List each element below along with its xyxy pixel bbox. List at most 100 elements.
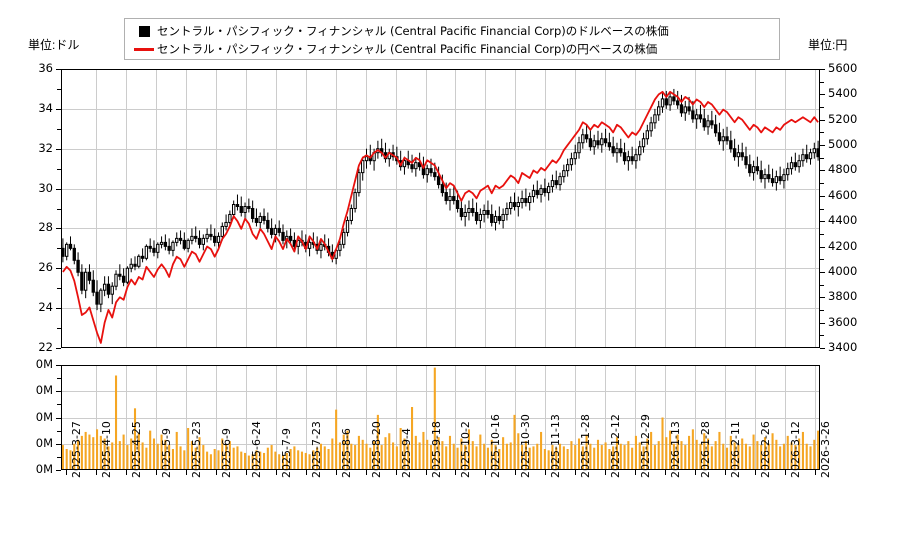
- left-axis-tick: [56, 228, 61, 229]
- x-axis-tick: [515, 470, 516, 475]
- left-axis-minor-tick: [57, 209, 61, 210]
- x-axis-tick-label: 2025-4-10: [99, 421, 113, 478]
- right-axis-tick-label: 5600: [828, 61, 858, 75]
- left-axis-tick: [56, 69, 61, 70]
- right-axis-tick-label: 4000: [828, 263, 858, 278]
- legend-entry-yen: セントラル・パシフィック・フィナンシャル (Central Pacific Fi…: [131, 40, 773, 58]
- right-axis-minor-tick: [820, 335, 824, 336]
- x-axis-tick: [276, 470, 277, 475]
- x-axis-tick: [186, 470, 187, 475]
- right-axis-tick: [820, 247, 825, 248]
- x-axis-tick-label: 2025-6-9: [219, 428, 233, 478]
- x-axis-tick: [216, 470, 217, 475]
- volume-series-svg: [61, 365, 820, 470]
- left-axis-tick-label: 22: [38, 340, 53, 354]
- x-axis-tick: [156, 470, 157, 475]
- right-axis-minor-tick: [820, 285, 824, 286]
- left-axis-minor-tick: [57, 89, 61, 90]
- right-axis-tick: [820, 221, 825, 222]
- x-axis-tick-label: 2026-1-13: [669, 421, 683, 478]
- left-axis-tick-label: 26: [38, 260, 53, 275]
- x-axis-tick: [96, 470, 97, 475]
- right-axis-tick-label: 3400: [828, 340, 858, 354]
- left-axis-tick: [56, 189, 61, 190]
- x-axis-tick: [66, 470, 67, 475]
- right-axis-minor-tick: [820, 259, 824, 260]
- x-axis-tick-label: 2025-7-23: [309, 421, 323, 478]
- right-axis-tick-label: 3600: [828, 314, 858, 329]
- x-axis-tick-label: 2025-11-13: [549, 414, 563, 478]
- left-axis-tick-label: 34: [38, 100, 53, 115]
- x-axis-tick: [815, 470, 816, 475]
- x-axis-tick-label: 2026-2-26: [759, 421, 773, 478]
- left-axis-minor-tick: [57, 169, 61, 170]
- x-axis-tick: [396, 470, 397, 475]
- x-axis-tick: [665, 470, 666, 475]
- volume-axis-tick-label: 0M: [35, 462, 53, 476]
- x-axis-tick: [605, 470, 606, 475]
- volume-axis-tick-label: 0M: [35, 409, 53, 424]
- right-axis-minor-tick: [820, 82, 824, 83]
- volume-axis-minor-tick: [57, 378, 61, 379]
- x-axis-tick-label: 2025-5-9: [159, 428, 173, 478]
- price-plot-area: [61, 69, 820, 348]
- left-axis-tick: [56, 149, 61, 150]
- volume-axis-tick-label: 0M: [35, 357, 53, 371]
- volume-axis-tick-label: 0M: [35, 435, 53, 450]
- legend-label-yen: セントラル・パシフィック・フィナンシャル (Central Pacific Fi…: [157, 42, 658, 56]
- right-axis-unit-label: 単位:円: [808, 38, 848, 52]
- left-axis-tick-label: 24: [38, 300, 53, 315]
- x-axis-tick-label: 2025-8-6: [339, 428, 353, 478]
- volume-axis-tick: [56, 391, 61, 392]
- x-axis-tick-label: 2025-12-12: [609, 414, 623, 478]
- left-axis-tick-label: 28: [38, 220, 53, 235]
- volume-axis-tick: [56, 444, 61, 445]
- right-axis-tick: [820, 120, 825, 121]
- x-axis-tick: [455, 470, 456, 475]
- legend-label-dollar: セントラル・パシフィック・フィナンシャル (Central Pacific Fi…: [157, 24, 669, 38]
- left-axis-tick-label: 32: [38, 140, 53, 155]
- candlestick-square-icon: [131, 25, 157, 37]
- right-axis-tick: [820, 348, 825, 349]
- right-axis-tick-label: 5000: [828, 137, 858, 152]
- right-axis-tick: [820, 170, 825, 171]
- x-axis-tick-label: 2025-12-29: [639, 414, 653, 478]
- left-axis-tick-label: 36: [38, 61, 53, 75]
- x-axis-tick: [545, 470, 546, 475]
- x-axis-tick-label: 2025-10-16: [489, 414, 503, 478]
- volume-axis-tick-label: 0M: [35, 383, 53, 398]
- right-axis-tick-label: 4800: [828, 162, 858, 177]
- x-axis-tick-label: 2025-9-18: [429, 421, 443, 478]
- volume-axis-tick: [56, 365, 61, 366]
- right-axis-minor-tick: [820, 234, 824, 235]
- right-axis-tick: [820, 69, 825, 70]
- right-axis-tick: [820, 94, 825, 95]
- x-axis-tick: [635, 470, 636, 475]
- x-axis-tick-label: 2026-3-12: [789, 421, 803, 478]
- right-axis-tick-label: 4400: [828, 213, 858, 228]
- x-axis-tick: [366, 470, 367, 475]
- x-axis-tick-label: 2026-1-28: [699, 421, 713, 478]
- legend-entry-dollar: セントラル・パシフィック・フィナンシャル (Central Pacific Fi…: [131, 22, 773, 40]
- volume-axis-minor-tick: [57, 431, 61, 432]
- price-series-svg: [61, 69, 820, 348]
- left-axis-minor-tick: [57, 248, 61, 249]
- left-axis-tick: [56, 109, 61, 110]
- left-axis-minor-tick: [57, 129, 61, 130]
- left-axis-unit-label: 単位:ドル: [28, 38, 80, 52]
- volume-axis-tick: [56, 418, 61, 419]
- x-axis-tick-label: 2025-9-4: [399, 428, 413, 478]
- left-axis-tick: [56, 348, 61, 349]
- volume-axis-tick: [56, 470, 61, 471]
- x-axis-tick: [755, 470, 756, 475]
- x-axis-tick-label: 2025-4-25: [129, 421, 143, 478]
- right-axis-minor-tick: [820, 107, 824, 108]
- left-axis-tick: [56, 268, 61, 269]
- x-axis-tick-label: 2025-7-9: [279, 428, 293, 478]
- right-axis-tick: [820, 297, 825, 298]
- right-axis-minor-tick: [820, 158, 824, 159]
- x-axis-tick: [785, 470, 786, 475]
- volume-plot-area: [61, 365, 820, 470]
- left-axis-minor-tick: [57, 328, 61, 329]
